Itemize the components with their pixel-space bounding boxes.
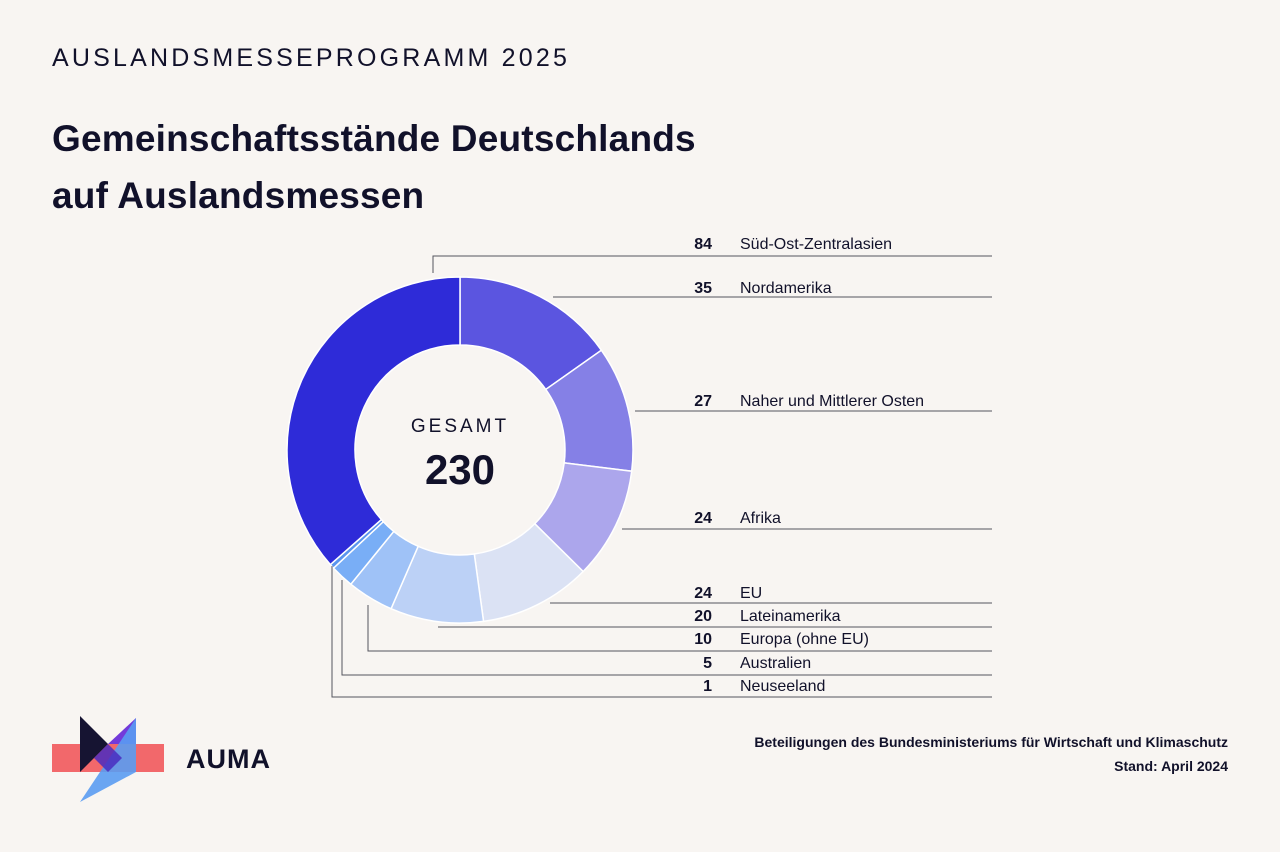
data-label-value: 20 [694, 608, 712, 625]
data-label-name: Neuseeland [740, 678, 825, 695]
brand-name: AUMA [186, 744, 271, 774]
data-label-name: Afrika [740, 510, 781, 527]
data-label-name: Europa (ohne EU) [740, 631, 869, 648]
data-label-value: 24 [694, 510, 712, 527]
title-line-1: Gemeinschaftsstände Deutschlands [52, 118, 696, 159]
leader-line [432, 255, 992, 273]
data-label-value: 35 [694, 280, 712, 297]
data-label-value: 24 [694, 585, 712, 602]
overline: AUSLANDSMESSEPROGRAMM 2025 [52, 44, 571, 72]
data-label-value: 1 [703, 678, 712, 695]
leader-line [341, 580, 992, 676]
center-label: GESAMT [411, 416, 509, 437]
leader-line [331, 566, 992, 698]
auma-logo-icon [52, 716, 164, 802]
data-label-value: 10 [694, 631, 712, 648]
data-label-name: Australien [740, 655, 811, 672]
data-label-value: 27 [694, 393, 712, 410]
leader-line [367, 605, 992, 652]
data-label-name: Süd-Ost-Zentralasien [740, 236, 892, 253]
source-note: Beteiligungen des Bundesministeriums für… [754, 730, 1228, 778]
data-label-name: Nordamerika [740, 280, 832, 297]
source-line: Beteiligungen des Bundesministeriums für… [754, 734, 1228, 750]
data-label-value: 5 [703, 655, 712, 672]
center-value: 230 [425, 446, 495, 493]
donut-slice [286, 276, 461, 566]
date-line: Stand: April 2024 [1114, 758, 1228, 774]
title-line-2: auf Auslandsmessen [52, 175, 425, 216]
chart-title: Gemeinschaftsstände Deutschlands auf Aus… [52, 110, 952, 224]
data-label-name: EU [740, 585, 762, 602]
data-label-name: Lateinamerika [740, 608, 841, 625]
data-label-name: Naher und Mittlerer Osten [740, 393, 924, 410]
data-label-value: 84 [694, 236, 712, 253]
